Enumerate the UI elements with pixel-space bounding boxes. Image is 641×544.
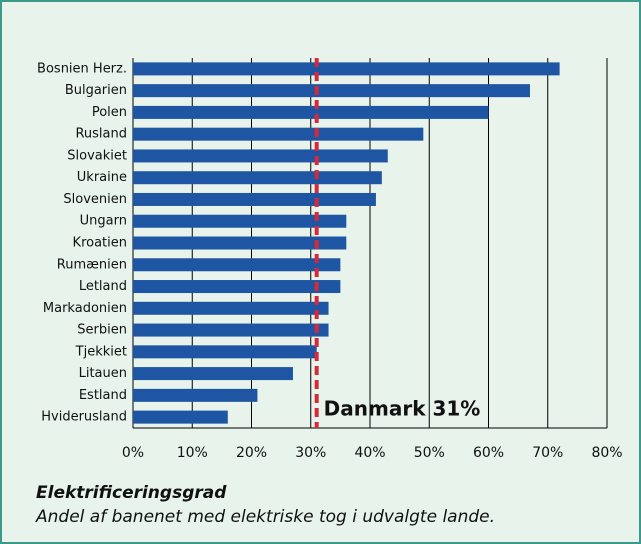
bar — [133, 84, 530, 98]
y-tick-label: Tjekkiet — [75, 344, 127, 359]
bar — [133, 367, 293, 381]
x-tick-label: 30% — [295, 445, 326, 461]
chart-title: Elektrificeringsgrad — [36, 483, 227, 503]
y-tick-label: Ukraine — [77, 170, 127, 185]
x-tick-label: 0% — [122, 445, 144, 461]
y-tick-label: Serbien — [77, 323, 127, 338]
bar — [133, 301, 329, 315]
y-tick-label: Letland — [79, 279, 127, 294]
x-tick-label: 70% — [532, 445, 563, 461]
y-tick-label: Slovenien — [63, 192, 127, 207]
x-tick-label: 20% — [236, 445, 267, 461]
x-tick-label: 10% — [177, 445, 208, 461]
y-tick-label: Markadonien — [43, 301, 127, 316]
y-tick-label: Polen — [92, 105, 127, 120]
x-tick-label: 60% — [473, 445, 504, 461]
bar — [133, 258, 341, 272]
y-tick-label: Estland — [79, 388, 127, 403]
bar — [133, 62, 560, 76]
bar — [133, 105, 489, 119]
y-tick-label: Bosnien Herz. — [37, 61, 127, 76]
bar — [133, 127, 424, 141]
y-tick-label: Rumænien — [57, 257, 127, 272]
bar — [133, 192, 376, 206]
y-tick-label: Hviderusland — [41, 410, 127, 425]
bar — [133, 280, 341, 294]
bar — [133, 388, 258, 402]
bar — [133, 214, 347, 228]
y-tick-label: Ungarn — [80, 214, 127, 229]
chart-subtitle: Andel af banenet med elektriske tog i ud… — [35, 507, 495, 527]
bar — [133, 323, 329, 337]
x-tick-label: 80% — [591, 445, 622, 461]
x-tick-label: 50% — [414, 445, 445, 461]
bar — [133, 171, 382, 185]
y-tick-label: Litauen — [79, 366, 127, 381]
x-tick-label: 40% — [354, 445, 385, 461]
bar — [133, 236, 347, 250]
y-tick-label: Kroatien — [73, 236, 127, 251]
bar — [133, 149, 388, 163]
bar — [133, 345, 317, 359]
y-tick-label: Bulgarien — [65, 83, 127, 98]
reference-label: Danmark 31% — [324, 397, 481, 421]
bar — [133, 410, 228, 424]
y-tick-label: Slovakiet — [67, 148, 127, 163]
y-tick-label: Rusland — [75, 127, 127, 142]
